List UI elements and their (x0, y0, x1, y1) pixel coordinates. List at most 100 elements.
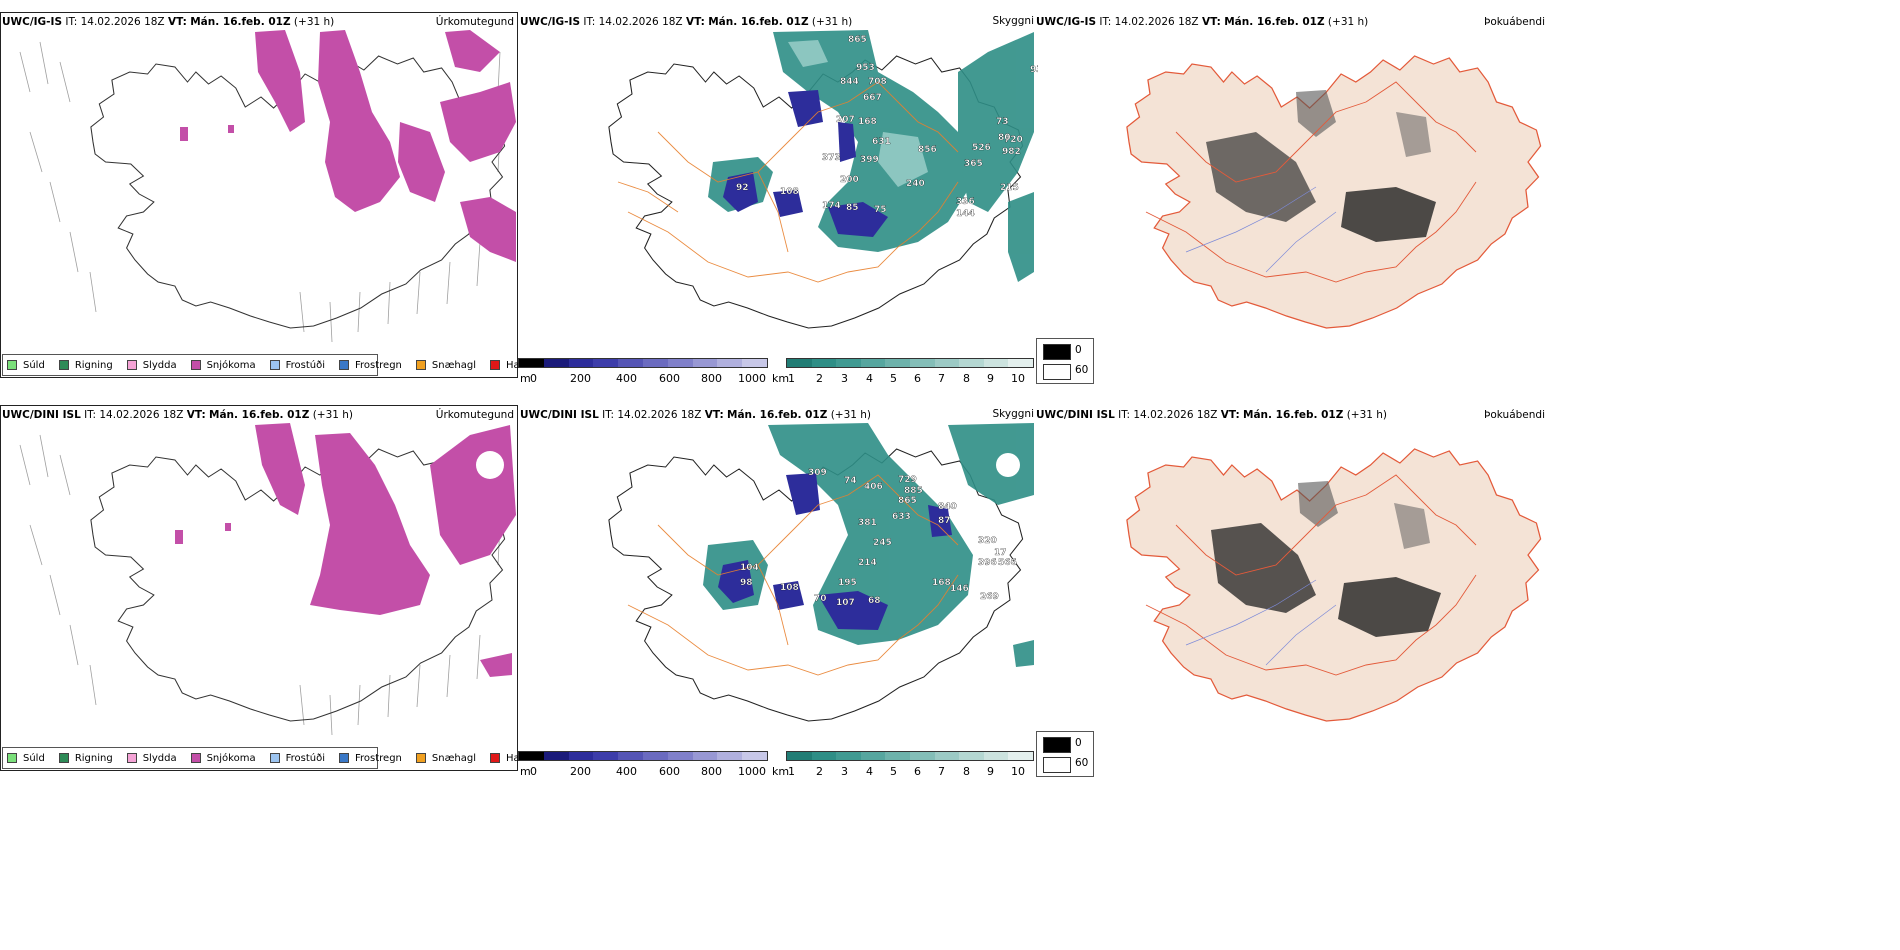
cloud-base-label: 336 (956, 197, 975, 207)
cloud-base-label: 399 (860, 155, 879, 165)
panel-visibility-row2: 309 74 406 729 885 865 633 381 245 214 195 104 98 108… (518, 405, 1038, 773)
colorbar-segment (642, 359, 668, 367)
cloud-base-label: 214 (858, 558, 877, 568)
cloud-base-label: 708 (868, 77, 887, 87)
legend-item: Frostúði (269, 753, 325, 764)
tick: 800 (701, 372, 722, 385)
ceiling-colorbar-row2: m 0 200 400 600 800 1000 (518, 751, 768, 779)
panel-header: UWC/IG-IS IT: 14.02.2026 18Z VT: Mán. 16… (520, 16, 853, 28)
cloud-base-label: 107 (836, 598, 855, 608)
colorbar-segment (885, 359, 910, 367)
fog-swatch-light (1043, 757, 1071, 773)
cloud-base-label: 73 (996, 117, 1009, 127)
legend-item: Frostúði (269, 360, 325, 371)
colorbar-segment (717, 359, 743, 367)
colorbar-segment (618, 359, 643, 367)
ceiling-unit: m (520, 372, 531, 385)
colorbar-segment (885, 752, 910, 760)
legend-item: Súld (7, 360, 45, 371)
colorbar-segment (568, 359, 594, 367)
cloud-base-label: 720 (1004, 135, 1023, 145)
swatch-drizzle (7, 753, 17, 763)
panel-header: UWC/IG-IS IT: 14.02.2026 18Z VT: Mán. 16… (1036, 16, 1369, 28)
colorbar-segment (593, 359, 619, 367)
cloud-base-label: 844 (840, 77, 859, 87)
panel-title-fog-index: Þokuábendi (1484, 409, 1545, 421)
cloud-base-label: 865 (898, 496, 917, 506)
tick: 3 (841, 372, 848, 385)
tick: 3 (841, 765, 848, 778)
tick: 5 (890, 765, 897, 778)
cloud-base-label: 200 (840, 175, 859, 185)
tick: 600 (659, 765, 680, 778)
colorbar-segment (692, 752, 718, 760)
cloud-base-label: 168 (858, 117, 877, 127)
visibility-unit: km (772, 765, 790, 778)
tick: 4 (866, 765, 873, 778)
panel-title-precip-type: Úrkomutegund (435, 16, 514, 28)
colorbar-segment (909, 359, 935, 367)
colorbar-segment (717, 752, 743, 760)
colorbar-segment (692, 359, 718, 367)
colorbar-segment (983, 359, 1009, 367)
cloud-base-label: 75 (874, 205, 887, 215)
colorbar-segment (543, 359, 569, 367)
cloud-base-label: 526 (972, 143, 991, 153)
cloud-base-label: 70 (814, 594, 827, 604)
cloud-base-label: 168 (932, 578, 951, 588)
panel-frame (0, 12, 518, 378)
visibility-colorbar-row2: km 1 2 3 4 5 6 7 8 9 10 (772, 751, 1034, 779)
cloud-base-label: 74 (844, 476, 857, 486)
panel-header: UWC/DINI ISL IT: 14.02.2026 18Z VT: Mán.… (520, 409, 872, 421)
tick: 6 (914, 765, 921, 778)
colorbar-segment (742, 359, 767, 367)
visibility-colorbar-row1: km 1 2 3 4 5 6 7 8 9 10 (772, 358, 1034, 386)
fog-swatch-dark (1043, 737, 1071, 753)
tick: 400 (616, 765, 637, 778)
cloud-base-label: 87 (938, 516, 951, 526)
cloud-base-label: 108 (780, 583, 799, 593)
tick: 7 (938, 765, 945, 778)
swatch-rain (58, 753, 69, 763)
legend-item: Slydda (126, 753, 177, 764)
cloud-base-label: 365 (964, 159, 983, 169)
fog-legend-row1: 0 60 (1036, 338, 1094, 384)
swatch-snow (190, 753, 201, 763)
tick: 8 (963, 372, 970, 385)
tick: 2 (816, 765, 823, 778)
colorbar-segment (934, 359, 960, 367)
colorbar-segment (543, 752, 569, 760)
swatch-snow-pellets (415, 360, 426, 370)
swatch-drizzle (7, 360, 17, 370)
legend-item: Snæhagl (415, 753, 476, 764)
fog-legend-bottom: 60 (1075, 364, 1089, 376)
legend-item: Haglél (490, 753, 520, 764)
panel-header: UWC/DINI ISL IT: 14.02.2026 18Z VT: Mán.… (1036, 409, 1388, 421)
cloud-base-label: 215 (1000, 183, 1019, 193)
tick: 4 (866, 372, 873, 385)
panel-title-fog-index: Þokuábendi (1484, 16, 1545, 28)
tick: 10 (1011, 372, 1025, 385)
precip-type-map (19, 423, 516, 736)
fog-legend-bottom: 60 (1075, 757, 1089, 769)
tick: 400 (616, 372, 637, 385)
colorbar-segment (1008, 359, 1033, 367)
tick: 9 (987, 372, 994, 385)
cloud-base-label: 885 (904, 486, 923, 496)
cloud-base-label: 195 (838, 578, 857, 588)
precip-type-legend: Súld Rigning Slydda Snjókoma Frostúði Fr… (2, 354, 520, 376)
colorbar-segment (836, 359, 861, 367)
snow-region (180, 30, 516, 262)
tick: 9 (987, 765, 994, 778)
panel-title-visibility: Skyggni (992, 408, 1035, 420)
tick: 2 (816, 372, 823, 385)
tick: 1000 (738, 372, 766, 385)
legend-item: Frostregn (339, 753, 402, 764)
swatch-snow-pellets (415, 753, 426, 763)
legend-item: Frostregn (339, 360, 402, 371)
cloud-base-label: 309 (808, 468, 827, 478)
cloud-base-label: 144 (956, 209, 975, 219)
colorbar-segment (811, 359, 837, 367)
